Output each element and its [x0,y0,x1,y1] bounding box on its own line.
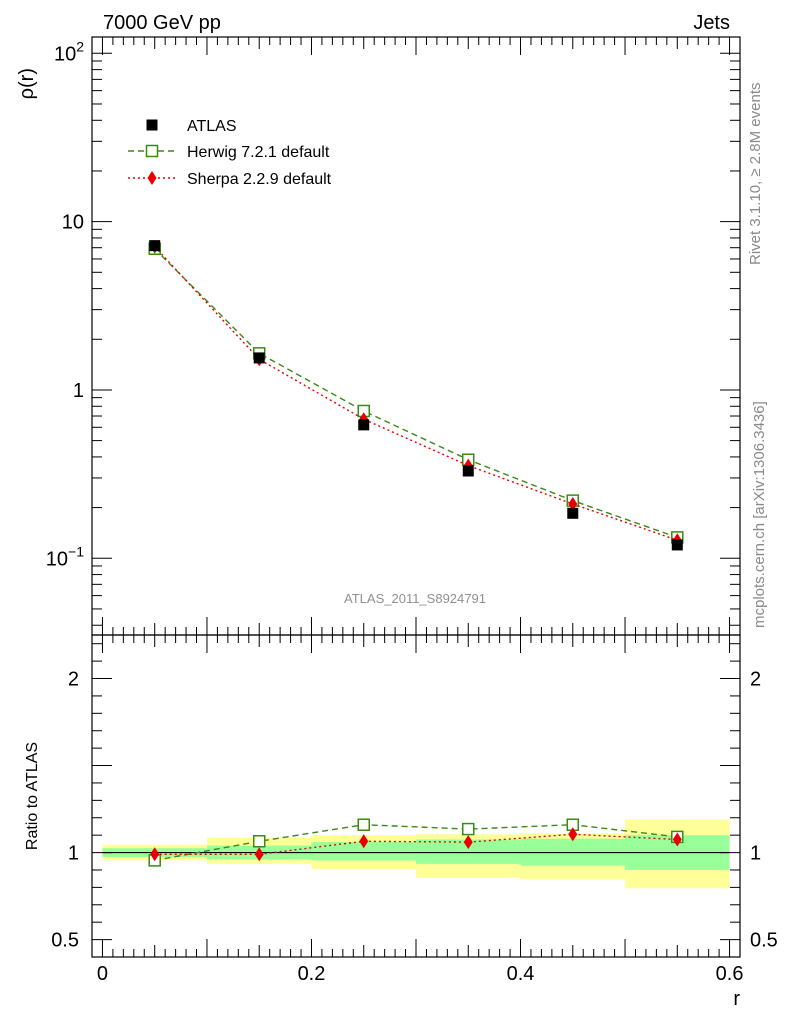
main-panel: 102 10 1 10−1 ρ(r) ATLAS_2011_S8924791 ATLA… [16,36,741,636]
ratio-frame [91,634,741,958]
ratio-plot-data [148,818,684,867]
x-tick-label: 0.6 [716,963,744,985]
ratio-herwig-7-2-1-default-point [357,818,370,831]
ratio-y-tick-label-right: 0.5 [750,930,778,952]
ratio-sherpa-2-2-9-default-point [359,834,369,849]
legend-sherpa-2-2-9-default-marker [147,171,157,185]
legend: ATLAS Herwig 7.2.1 default Sherpa 2.2.9 de… [128,118,332,188]
main-sherpa-2-2-9-default-point [568,497,578,512]
header-right-label: Jets [693,12,730,34]
header-left-label: 7000 GeV pp [103,12,221,34]
x-tick-label: 0 [97,963,108,985]
ratio-y-axis-label: Ratio to ATLAS [24,742,41,850]
ratio-sherpa-2-2-9-default-point [672,832,682,847]
ratio-sherpa-2-2-9-default-line [154,833,678,855]
main-atlas-point [358,419,370,431]
analysis-watermark: ATLAS_2011_S8924791 [344,591,486,606]
main-plot-data [148,239,684,551]
x-tick-label: 0.2 [298,963,326,985]
main-y-axis-label: ρ(r) [16,68,38,99]
ratio-y-tick-label-left: 0.5 [51,930,79,952]
main-y-tick-label: 102 [54,38,84,65]
ratio-sherpa-2-2-9-default-point [150,847,160,862]
ratio-y-tick-label-left: 2 [68,669,79,691]
main-axes: 102 10 1 10−1 [46,37,740,635]
ratio-y-tick-label-right: 1 [750,843,761,865]
x-axis-label: r [733,988,740,1010]
ratio-band-inner [311,842,416,861]
ratio-y-tick-label-left: 1 [68,843,79,865]
legend-sherpa-2-2-9-default-label: Sherpa 2.2.9 default [187,171,332,188]
ratio-sherpa-2-2-9-default-point [463,835,473,850]
legend-atlas-marker [146,119,158,131]
main-atlas-point [462,465,474,477]
legend-herwig-7-2-1-default-label: Herwig 7.2.1 default [187,144,330,161]
main-atlas-point [671,539,683,551]
main-atlas-point [253,352,265,364]
main-y-tick-label: 10−1 [46,543,84,570]
legend-atlas-label: ATLAS [187,118,237,135]
main-herwig-7-2-1-default-line [154,248,678,539]
mcplots-reference-label: mcplots.cern.ch [arXiv:1306.3436] [751,401,768,628]
ratio-herwig-7-2-1-default-point [252,835,266,848]
ratio-y-tick-label-right: 2 [750,669,761,691]
main-atlas-point [149,240,161,252]
legend-herwig-7-2-1-default-marker [145,144,159,158]
ratio-sherpa-2-2-9-default-point [254,847,264,862]
ratio-sherpa-2-2-9-default-point [568,827,578,842]
main-y-tick-label: 1 [73,380,84,402]
ratio-herwig-7-2-1-default-line [154,823,678,862]
ratio-axes: 0 0.2 0.4 0.6 2 2 1 1 0.5 0.5 [51,635,778,985]
main-y-tick-label: 10 [62,212,84,234]
main-sherpa-2-2-9-default-line [154,246,678,541]
main-atlas-point [567,507,579,519]
x-tick-label: 0.4 [507,963,535,985]
ratio-herwig-7-2-1-default-point [462,822,475,836]
ratio-panel: 0 0.2 0.4 0.6 2 2 1 1 0.5 0.5 Ratio to ATLAS r [24,634,778,1010]
rivet-version-label: Rivet 3.1.10, ≥ 2.8M events [747,83,764,266]
ratio-bands [102,819,730,889]
